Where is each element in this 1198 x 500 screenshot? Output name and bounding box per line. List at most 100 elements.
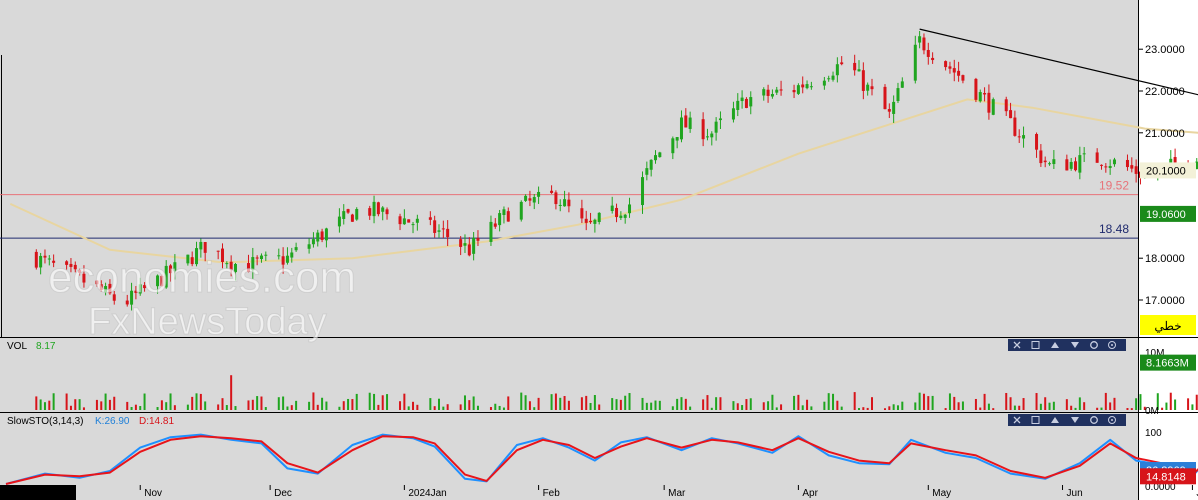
volume-bar [225,405,228,410]
volume-bar [234,406,237,410]
stochastic-d-value: D:14.81 [139,416,174,427]
candle-body [437,230,441,232]
candle-body [441,228,445,230]
candle-body [164,265,168,288]
candle-body [805,84,809,89]
candle-body [550,190,554,193]
settings-icon[interactable] [1090,341,1098,349]
volume-tick-label: 0M [1145,406,1159,417]
volume-bar [749,398,752,410]
candle-body [467,244,471,256]
volume-bar [654,400,657,410]
time-tick-label: Jun [1067,488,1083,499]
candle-body [398,216,402,225]
settings-icon[interactable] [1090,416,1098,424]
close-icon[interactable] [1013,416,1021,424]
candle-body [1004,99,1008,112]
candle-body [1039,150,1043,164]
candle-body [43,255,47,258]
candle-body [311,239,315,245]
volume-bar [706,395,709,410]
trendline [919,28,1198,96]
candle-body [82,273,86,283]
candle-body [931,57,935,61]
window-icon[interactable] [1031,416,1040,424]
candle-body [498,213,502,226]
volume-bar [442,406,445,410]
move-down-icon[interactable] [1071,417,1079,423]
candle-body [861,70,865,91]
volume-bar [775,407,778,410]
time-tick-label: Apr [802,488,818,499]
volume-bar [489,407,492,410]
volume-bar [987,403,990,410]
volume-bar [191,396,194,410]
volume-bar [416,404,419,410]
candle-body [948,66,952,69]
candle-body [112,294,116,301]
price-scale-layer: 23.0000 22.0000 21.0000 18.0000 17.0000 20.10… [1138,44,1196,335]
move-up-icon[interactable] [1051,342,1059,348]
candle-body [983,93,987,95]
volume-bar [983,393,986,410]
volume-bar [446,404,449,410]
candle-body [489,221,493,242]
candle-body [1099,164,1103,166]
candle-body [415,218,419,223]
volume-bar [762,402,765,410]
time-tick-label: Jul [1196,488,1198,499]
candle-body [896,88,900,102]
volume-bar [524,395,527,410]
volume-bar [1135,398,1138,410]
volume-bar [624,395,627,410]
candle-body [195,248,199,265]
volume-bar [82,407,85,410]
volume-bar [169,393,172,410]
volume-bar [256,396,259,410]
volume-bar [836,400,839,410]
candle-body [372,201,376,217]
window-icon[interactable] [1031,341,1040,349]
volume-bar [95,399,98,410]
candle-body [974,78,978,100]
volume-bar [1191,404,1194,410]
candle-body [47,258,51,260]
candle-body [502,209,506,216]
volume-bar [282,396,285,410]
candle-body [355,208,359,220]
volume-bar [914,402,917,410]
candle-body [961,75,965,81]
time-tick-label: May [932,488,951,499]
move-up-icon[interactable] [1051,417,1059,423]
candle-body [593,219,597,224]
candle-body [679,117,683,140]
candle-body [459,239,463,247]
volume-bar [498,405,501,410]
candle-body [705,136,709,138]
volume-bar [472,396,475,410]
volume-title: VOL [7,341,27,352]
candle-body [558,204,562,206]
stochastic-tick-label: 0.0000 [1145,482,1176,493]
move-down-icon[interactable] [1071,342,1079,348]
candle-body [104,286,108,293]
volume-bar [593,395,596,410]
candle-body [740,97,744,102]
candle-body [827,78,831,80]
volume-bar [1074,407,1077,410]
candle-body [688,117,692,129]
volume-bar [767,401,770,410]
volume-bar [368,392,371,410]
candle-body [641,177,645,206]
help-icon[interactable] [1108,341,1116,349]
volume-bar [1048,402,1051,410]
price-tick-label: 18.0000 [1145,253,1185,265]
close-icon[interactable] [1013,341,1021,349]
stochastic-pane-toolbar [1008,414,1126,426]
candle-body [221,248,224,262]
help-icon[interactable] [1108,416,1116,424]
volume-bar [186,404,189,410]
candle-body [675,137,679,141]
candle-body [203,242,207,253]
